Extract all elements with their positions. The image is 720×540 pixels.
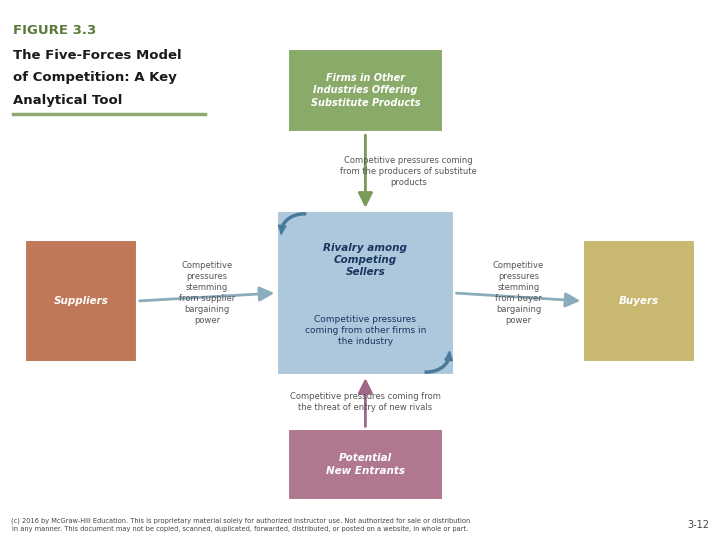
Text: Competitive pressures coming
from the producers of substitute
products: Competitive pressures coming from the pr…	[341, 156, 477, 187]
FancyBboxPatch shape	[583, 240, 695, 362]
Text: (c) 2016 by McGraw-Hill Education. This is proprietary material solely for autho: (c) 2016 by McGraw-Hill Education. This …	[11, 518, 470, 532]
Text: Competitive pressures coming from
the threat of entry of new rivals: Competitive pressures coming from the th…	[290, 392, 441, 413]
Text: Competitive
pressures
stemming
from buyer
bargaining
power: Competitive pressures stemming from buye…	[492, 261, 544, 325]
Text: Analytical Tool: Analytical Tool	[13, 94, 122, 107]
Text: of Competition: A Key: of Competition: A Key	[13, 71, 176, 84]
Text: The Five-Forces Model: The Five-Forces Model	[13, 49, 181, 62]
Text: Firms in Other
Industries Offering
Substitute Products: Firms in Other Industries Offering Subst…	[310, 73, 420, 108]
Text: 3-12: 3-12	[687, 520, 709, 530]
Text: Competitive
pressures
stemming
from supplier
bargaining
power: Competitive pressures stemming from supp…	[179, 261, 235, 325]
FancyBboxPatch shape	[288, 49, 443, 132]
Text: FIGURE 3.3: FIGURE 3.3	[13, 24, 96, 37]
Text: Suppliers: Suppliers	[53, 296, 109, 306]
FancyBboxPatch shape	[288, 429, 443, 500]
Text: Rivalry among
Competing
Sellers: Rivalry among Competing Sellers	[323, 242, 408, 278]
Text: Competitive pressures
coming from other firms in
the industry: Competitive pressures coming from other …	[305, 315, 426, 347]
FancyBboxPatch shape	[277, 211, 454, 375]
Text: Buyers: Buyers	[619, 296, 659, 306]
Text: Potential
New Entrants: Potential New Entrants	[326, 453, 405, 476]
FancyBboxPatch shape	[25, 240, 137, 362]
